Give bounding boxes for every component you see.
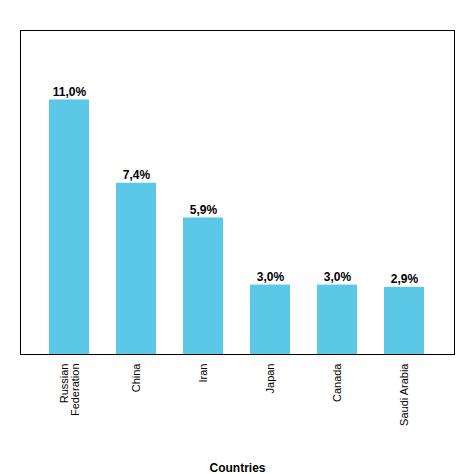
svg-text:Iran: Iran	[197, 364, 209, 383]
svg-text:2,9%: 2,9%	[391, 272, 419, 286]
svg-text:Countries: Countries	[209, 461, 265, 474]
svg-text:Japan: Japan	[264, 364, 276, 394]
svg-text:11,0%: 11,0%	[53, 85, 87, 99]
svg-text:3,0%: 3,0%	[324, 270, 352, 284]
svg-text:5,9%: 5,9%	[190, 203, 218, 217]
svg-text:Saudi Arabia: Saudi Arabia	[398, 363, 410, 426]
svg-text:Canada: Canada	[331, 363, 343, 402]
svg-text:7,4%: 7,4%	[123, 168, 151, 182]
svg-text:3,0%: 3,0%	[257, 270, 285, 284]
svg-text:RussianFederation: RussianFederation	[58, 364, 81, 417]
svg-text:China: China	[130, 363, 142, 393]
